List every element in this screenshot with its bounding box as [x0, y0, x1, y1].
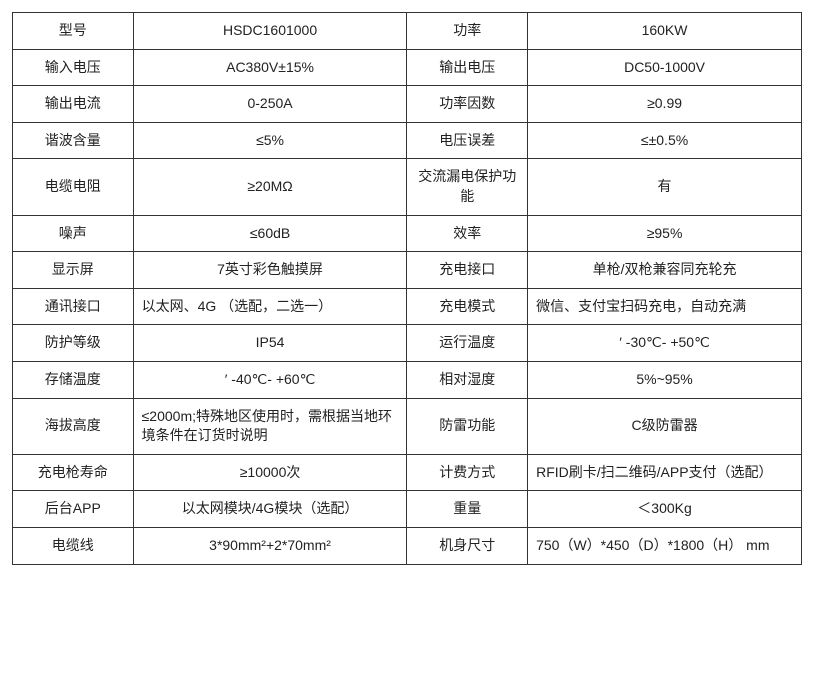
spec-value: 微信、支付宝扫码充电，自动充满	[528, 288, 802, 325]
spec-value: 单枪/双枪兼容同充轮充	[528, 252, 802, 289]
table-row: 噪声≤60dB效率≥95%	[13, 215, 802, 252]
table-row: 输入电压AC380V±15%输出电压DC50-1000V	[13, 49, 802, 86]
spec-label: 相对湿度	[407, 361, 528, 398]
spec-label: 充电接口	[407, 252, 528, 289]
table-row: 通讯接口以太网、4G （选配，二选一）充电模式微信、支付宝扫码充电，自动充满	[13, 288, 802, 325]
table-row: 输出电流0-250A功率因数≥0.99	[13, 86, 802, 123]
spec-label: 重量	[407, 491, 528, 528]
spec-label: 电缆线	[13, 527, 134, 564]
spec-value: 160KW	[528, 13, 802, 50]
spec-label: 效率	[407, 215, 528, 252]
spec-label: 型号	[13, 13, 134, 50]
spec-value: ′ -30℃- +50℃	[528, 325, 802, 362]
spec-label: 防护等级	[13, 325, 134, 362]
spec-value: ≤±0.5%	[528, 122, 802, 159]
spec-label: 功率	[407, 13, 528, 50]
table-row: 后台APP以太网模块/4G模块（选配）重量＜300Kg	[13, 491, 802, 528]
spec-value: 7英寸彩色触摸屏	[133, 252, 407, 289]
spec-value: 以太网模块/4G模块（选配）	[133, 491, 407, 528]
table-row: 充电枪寿命≥10000次计费方式RFID刷卡/扫二维码/APP支付（选配）	[13, 454, 802, 491]
spec-label: 输出电压	[407, 49, 528, 86]
spec-label: 功率因数	[407, 86, 528, 123]
spec-label: 输入电压	[13, 49, 134, 86]
spec-value: AC380V±15%	[133, 49, 407, 86]
spec-label: 电压误差	[407, 122, 528, 159]
spec-value: ＜300Kg	[528, 491, 802, 528]
spec-value: IP54	[133, 325, 407, 362]
spec-value: ≥0.99	[528, 86, 802, 123]
spec-value: ≥10000次	[133, 454, 407, 491]
spec-label: 海拔高度	[13, 398, 134, 454]
table-row: 海拔高度≤2000m;特殊地区使用时，需根据当地环境条件在订货时说明防雷功能C级…	[13, 398, 802, 454]
spec-value: ≤60dB	[133, 215, 407, 252]
table-row: 电缆电阻≥20MΩ交流漏电保护功能有	[13, 159, 802, 215]
table-row: 谐波含量≤5%电压误差≤±0.5%	[13, 122, 802, 159]
spec-table: 型号HSDC1601000功率160KW输入电压AC380V±15%输出电压DC…	[12, 12, 802, 565]
spec-value: 以太网、4G （选配，二选一）	[133, 288, 407, 325]
spec-label: 充电枪寿命	[13, 454, 134, 491]
table-row: 型号HSDC1601000功率160KW	[13, 13, 802, 50]
spec-label: 显示屏	[13, 252, 134, 289]
table-row: 防护等级IP54运行温度′ -30℃- +50℃	[13, 325, 802, 362]
spec-value: C级防雷器	[528, 398, 802, 454]
spec-label: 机身尺寸	[407, 527, 528, 564]
spec-value: ≤2000m;特殊地区使用时，需根据当地环境条件在订货时说明	[133, 398, 407, 454]
spec-value: ′ -40℃- +60℃	[133, 361, 407, 398]
spec-value: ≤5%	[133, 122, 407, 159]
spec-label: 运行温度	[407, 325, 528, 362]
table-row: 存储温度′ -40℃- +60℃相对湿度5%~95%	[13, 361, 802, 398]
spec-label: 电缆电阻	[13, 159, 134, 215]
spec-value: 750（W）*450（D）*1800（H） mm	[528, 527, 802, 564]
spec-label: 谐波含量	[13, 122, 134, 159]
spec-value: 有	[528, 159, 802, 215]
spec-value: 3*90mm²+2*70mm²	[133, 527, 407, 564]
spec-label: 计费方式	[407, 454, 528, 491]
spec-value: ≥95%	[528, 215, 802, 252]
table-row: 显示屏7英寸彩色触摸屏充电接口单枪/双枪兼容同充轮充	[13, 252, 802, 289]
spec-label: 充电模式	[407, 288, 528, 325]
spec-label: 交流漏电保护功能	[407, 159, 528, 215]
spec-value: HSDC1601000	[133, 13, 407, 50]
spec-label: 存储温度	[13, 361, 134, 398]
spec-label: 噪声	[13, 215, 134, 252]
spec-label: 后台APP	[13, 491, 134, 528]
spec-value: RFID刷卡/扫二维码/APP支付（选配）	[528, 454, 802, 491]
spec-label: 防雷功能	[407, 398, 528, 454]
spec-value: 5%~95%	[528, 361, 802, 398]
spec-value: DC50-1000V	[528, 49, 802, 86]
spec-label: 通讯接口	[13, 288, 134, 325]
spec-value: ≥20MΩ	[133, 159, 407, 215]
spec-label: 输出电流	[13, 86, 134, 123]
spec-value: 0-250A	[133, 86, 407, 123]
table-row: 电缆线3*90mm²+2*70mm²机身尺寸750（W）*450（D）*1800…	[13, 527, 802, 564]
